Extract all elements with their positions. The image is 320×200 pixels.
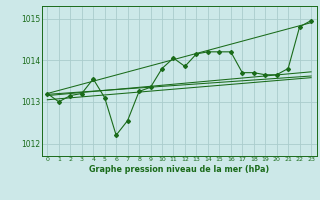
X-axis label: Graphe pression niveau de la mer (hPa): Graphe pression niveau de la mer (hPa): [89, 165, 269, 174]
